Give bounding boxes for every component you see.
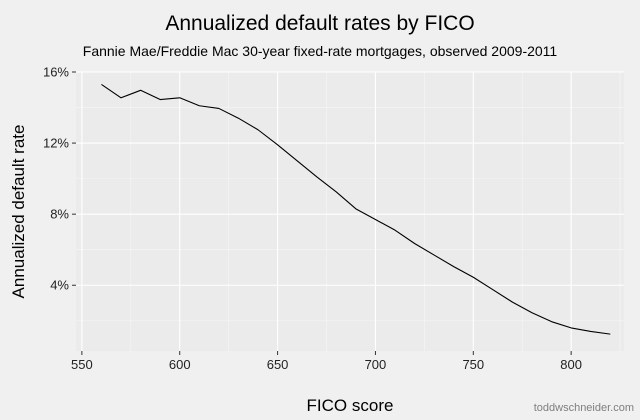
minor-grid [76,72,624,351]
y-tick-label: 12% [43,136,69,151]
x-tick-label: 700 [365,357,387,372]
y-axis-title: Annualized default rate [9,125,28,299]
series-line [101,83,611,335]
major-grid [76,71,624,351]
x-tick-label: 750 [462,357,484,372]
y-tick-label: 16% [43,65,69,80]
x-axis-title: FICO score [307,396,394,415]
x-axis: 550 600 650 700 750 800 [71,351,582,372]
y-axis: 4% 8% 12% 16% [43,65,76,293]
chart-title: Annualized default rates by FICO [165,12,475,35]
x-tick-label: 550 [71,357,93,372]
y-tick-label: 4% [50,278,69,293]
plot-panel [76,72,624,351]
x-tick-label: 650 [267,357,289,372]
x-tick-label: 800 [560,357,582,372]
x-tick-label: 600 [169,357,191,372]
chart-subtitle: Fannie Mae/Freddie Mac 30-year fixed-rat… [82,43,558,59]
y-tick-label: 8% [50,207,69,222]
credit-text: toddwschneider.com [533,402,634,414]
